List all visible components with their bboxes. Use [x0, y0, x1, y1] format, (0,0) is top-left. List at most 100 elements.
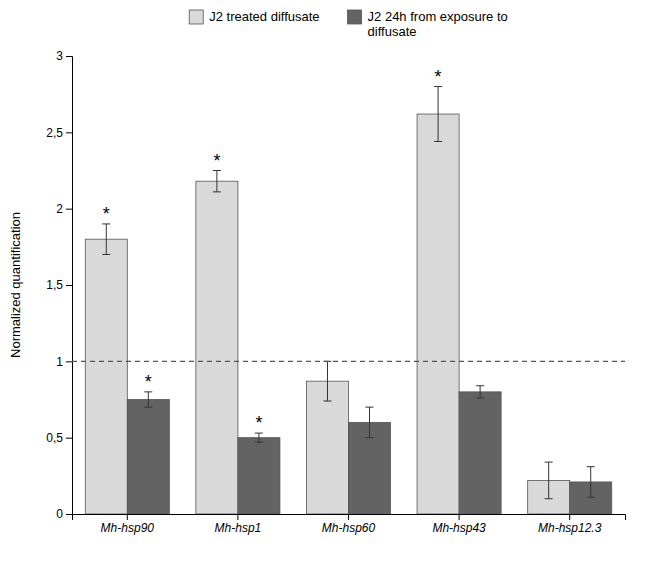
error-bar-cap [476, 397, 484, 398]
error-bar-line [216, 171, 217, 192]
bar [196, 181, 238, 514]
error-bar-line [480, 386, 481, 398]
y-tick-label: 0,5 [46, 431, 63, 445]
x-tick: Mh-hsp43 [432, 514, 486, 535]
y-tick-label: 2,5 [46, 126, 63, 140]
bar [459, 392, 501, 514]
error-bar [144, 392, 152, 407]
series [85, 87, 569, 514]
y-tick-label: 3 [56, 49, 63, 63]
x-tick-label: Mh-hsp1 [215, 521, 262, 535]
y-tick: 0,5 [46, 431, 72, 445]
y-tick-label: 1 [56, 355, 63, 369]
error-bar-cap [545, 498, 553, 499]
error-bar-line [590, 467, 591, 498]
bar [127, 400, 169, 515]
y-tick-label: 1,5 [46, 278, 63, 292]
x-tick: Mh-hsp60 [322, 514, 376, 535]
significance-mark: * [435, 67, 442, 87]
y-tick-mark [66, 514, 72, 515]
significance-mark: * [103, 204, 110, 224]
legend-label: J2 24h from exposure todiffusate [368, 9, 508, 39]
x-tick-label: Mh-hsp90 [101, 521, 155, 535]
chart-container: 00,511,522,53Mh-hsp90Mh-hsp1Mh-hsp60Mh-h… [0, 0, 645, 562]
x-tick-mark [127, 514, 128, 520]
error-bar [323, 361, 331, 401]
error-bar-cap [366, 407, 374, 408]
error-bar-cap [102, 254, 110, 255]
error-bar [366, 407, 374, 438]
legend-swatch [189, 10, 203, 24]
x-tick-label: Mh-hsp12.3 [538, 521, 602, 535]
y-tick: 0 [56, 507, 72, 521]
y-axis: 0 0,5 1 1,5 2 2,5 3 [46, 49, 72, 521]
legend-swatch [348, 10, 362, 24]
y-tick-mark [66, 285, 72, 286]
x-axis-line [73, 515, 626, 521]
error-bar [102, 224, 110, 255]
error-bar [476, 386, 484, 398]
error-bar-cap [476, 385, 484, 386]
reference-line [72, 361, 625, 362]
x-axis: Mh-hsp90 Mh-hsp1 Mh-hsp60 Mh-hsp43 Mh-hsp12.… [73, 514, 626, 535]
error-bar [434, 87, 442, 142]
x-tick-mark [569, 514, 570, 520]
error-bar-line [258, 433, 259, 442]
error-bar-cap [587, 466, 595, 467]
y-tick-mark [66, 56, 72, 57]
y-tick-label: 0 [56, 507, 63, 521]
error-bar-line [438, 87, 439, 142]
error-bar-line [369, 407, 370, 438]
x-tick: Mh-hsp1 [215, 514, 262, 535]
error-bar-cap [255, 442, 263, 443]
y-tick-mark [66, 438, 72, 439]
bar [85, 239, 127, 514]
y-axis-line [66, 57, 73, 515]
y-tick: 3 [56, 49, 72, 63]
x-tick-label: Mh-hsp60 [322, 521, 376, 535]
y-tick: 2 [56, 202, 72, 216]
error-bar [545, 462, 553, 499]
y-tick-mark [66, 132, 72, 133]
y-tick: 1,5 [46, 278, 72, 292]
error-bar-line [148, 392, 149, 407]
y-tick-mark [66, 361, 72, 362]
bar [417, 114, 459, 514]
error-bar-cap [213, 191, 221, 192]
error-bar-cap [587, 497, 595, 498]
error-bar-cap [366, 437, 374, 438]
y-tick-mark [66, 209, 72, 210]
legend-label: J2 treated diffusate [209, 9, 319, 24]
error-bar [255, 433, 263, 442]
significance-mark: * [255, 413, 262, 433]
significance-mark: * [213, 151, 220, 171]
error-bar-cap [323, 401, 331, 402]
error-bar-line [548, 462, 549, 499]
significance-mark: * [145, 372, 152, 392]
error-bar [587, 467, 595, 498]
error-bar-cap [144, 407, 152, 408]
x-tick: Mh-hsp12.3 [538, 514, 602, 535]
y-tick: 1 [56, 355, 72, 369]
error-bar [213, 171, 221, 192]
y-tick-label: 2 [56, 202, 63, 216]
plot-area [72, 87, 625, 514]
bar [306, 381, 348, 514]
y-axis-label: Normalized quantification [8, 212, 23, 358]
x-tick: Mh-hsp90 [101, 514, 155, 535]
bar [238, 438, 280, 514]
legend-entry: J2 treated diffusate [189, 9, 319, 24]
error-bar-cap [434, 141, 442, 142]
error-bar-line [327, 361, 328, 401]
annotations: * * * * * [103, 67, 442, 434]
x-tick-mark [348, 514, 349, 520]
x-tick-label: Mh-hsp43 [432, 521, 486, 535]
legend-entry: J2 24h from exposure todiffusate [348, 9, 508, 39]
error-bar-cap [545, 462, 553, 463]
x-tick-mark [459, 514, 460, 520]
x-tick-mark [237, 514, 238, 520]
series [127, 386, 611, 514]
chart-svg: 00,511,522,53Mh-hsp90Mh-hsp1Mh-hsp60Mh-h… [0, 0, 645, 562]
error-bar-line [106, 224, 107, 255]
y-tick: 2,5 [46, 126, 72, 140]
